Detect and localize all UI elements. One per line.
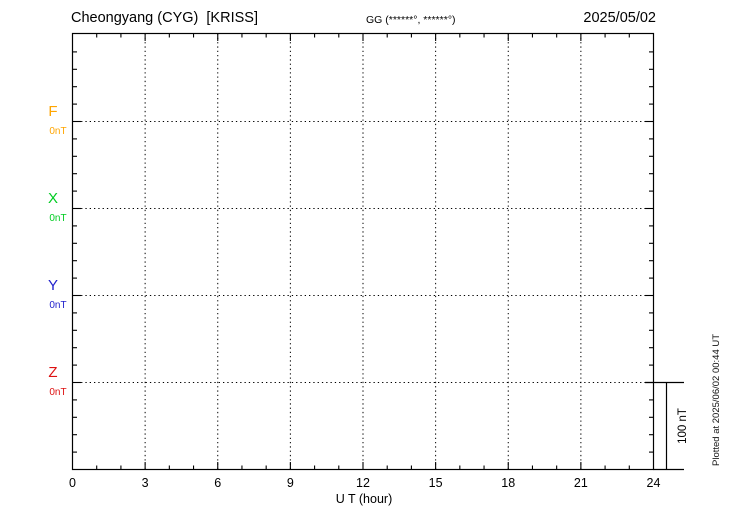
x-tick-label: 6 [214, 476, 222, 490]
x-tick-label: 12 [356, 476, 370, 490]
x-tick-label: 0 [69, 476, 76, 490]
channel-label-f: F [48, 103, 58, 120]
x-tick-label: 3 [141, 476, 149, 490]
x-tick-label: 18 [501, 476, 516, 490]
plot-frame-and-grid [71, 32, 655, 471]
date-label: 2025/05/02 [583, 10, 656, 26]
x-tick-label: 9 [286, 476, 294, 490]
scale-bar-label: 100 nT [677, 408, 689, 444]
plotted-at-note: Plotted at 2025/06/02 00:44 UT [711, 334, 722, 466]
channel-label-y: Y [47, 277, 58, 294]
channel-zero-label-z: 0nT [49, 387, 67, 398]
scale-bar [645, 381, 684, 471]
x-tick-label: 15 [428, 476, 443, 490]
channel-label-z: Z [48, 364, 58, 381]
channel-zero-label-x: 0nT [49, 213, 67, 224]
channel-zero-label-y: 0nT [49, 300, 67, 311]
x-axis-title: U T (hour) [335, 492, 393, 506]
channel-zero-label-f: 0nT [49, 126, 67, 137]
channel-label-x: X [47, 190, 58, 207]
x-tick-label: 24 [646, 476, 661, 490]
x-tick-label: 21 [573, 476, 588, 490]
station-title: Cheongyang (CYG) [KRISS] [71, 10, 258, 26]
gg-coordinates: GG (******°, ******°) [366, 14, 456, 26]
